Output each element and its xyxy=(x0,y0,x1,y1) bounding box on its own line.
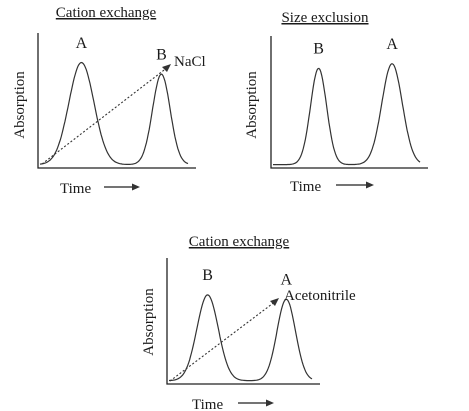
absorption-curve xyxy=(273,63,421,166)
y-axis-label: Absorption xyxy=(12,71,28,139)
panel-title: Cation exchange xyxy=(56,5,157,21)
axes xyxy=(37,33,196,169)
gradient-label: NaCl xyxy=(174,54,206,70)
peak-label: B xyxy=(202,267,213,284)
peak-label: B xyxy=(156,47,167,64)
salt-gradient-line xyxy=(41,66,169,165)
y-axis-label: Absorption xyxy=(244,71,260,139)
panel-cation-exchange-acetonitrile: Cation exchange Absorption Time Acetonit… xyxy=(141,234,356,411)
axes xyxy=(270,36,428,169)
peak-label: A xyxy=(76,35,88,52)
absorption-curve xyxy=(39,61,189,165)
x-axis-label: Time xyxy=(192,397,223,411)
x-axis-label: Time xyxy=(290,179,321,195)
panel-size-exclusion: Size exclusion Absorption Time B A xyxy=(244,10,428,195)
time-arrow-head-icon xyxy=(366,181,374,189)
peak-label: A xyxy=(386,36,398,53)
panel-title: Size exclusion xyxy=(281,10,369,26)
panel-title: Cation exchange xyxy=(189,234,290,250)
time-arrow-head-icon xyxy=(132,183,140,191)
peak-label: A xyxy=(281,272,293,289)
absorption-curve xyxy=(169,294,313,382)
axes xyxy=(166,258,320,385)
gradient-arrow-head-icon xyxy=(162,64,171,72)
peak-label: B xyxy=(313,41,324,58)
time-arrow-head-icon xyxy=(266,399,274,407)
gradient-label: Acetonitrile xyxy=(284,288,356,304)
gradient-arrow-head-icon xyxy=(270,298,279,306)
panel-cation-exchange-nacl: Cation exchange Absorption Time NaCl A B xyxy=(12,5,206,197)
x-axis-label: Time xyxy=(60,181,91,197)
y-axis-label: Absorption xyxy=(141,288,157,356)
